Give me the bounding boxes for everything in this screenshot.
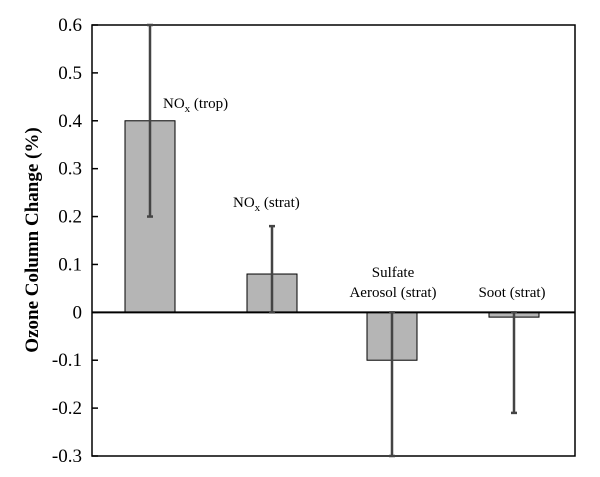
bar-label-nox-trop-sub: x (185, 103, 191, 115)
y-axis-label: Ozone Column Change (%) (22, 127, 43, 352)
bar-label-nox-trop-main: NO (163, 96, 185, 112)
bar-label-nox-strat-rest: (strat) (260, 195, 300, 211)
y-tick-label: -0.2 (52, 398, 82, 419)
bar-label-nox-strat-main: NO (233, 195, 255, 211)
y-tick-label: -0.1 (52, 350, 82, 371)
y-axis-ticks: 0.6 0.5 0.4 0.3 0.2 0.1 0 -0.1 -0.2 -0.3 (52, 15, 98, 467)
y-tick-label: 0 (73, 302, 83, 323)
bar-label-nox-trop-rest: (trop) (190, 96, 228, 112)
bar-label-nox-strat-sub: x (255, 202, 261, 214)
y-tick-label: -0.3 (52, 446, 82, 467)
bar-label-nox-strat: NOx (strat) (233, 195, 300, 214)
y-tick-label: 0.6 (58, 15, 82, 36)
y-tick-label: 0.3 (58, 159, 82, 180)
bar-label-sulfate-line2: Aerosol (strat) (349, 285, 436, 301)
error-bars (147, 23, 517, 458)
plot-frame (91, 24, 576, 457)
y-tick-label: 0.4 (58, 111, 82, 132)
bar-label-sulfate-line1: Sulfate (372, 265, 415, 281)
bars (124, 120, 540, 361)
bar-label-soot: Soot (strat) (478, 285, 545, 301)
y-tick-label: 0.2 (58, 207, 82, 228)
y-tick-label: 0.1 (58, 254, 82, 275)
y-tick-label: 0.5 (58, 63, 82, 84)
bar-label-nox-trop: NOx (trop) (163, 96, 228, 115)
